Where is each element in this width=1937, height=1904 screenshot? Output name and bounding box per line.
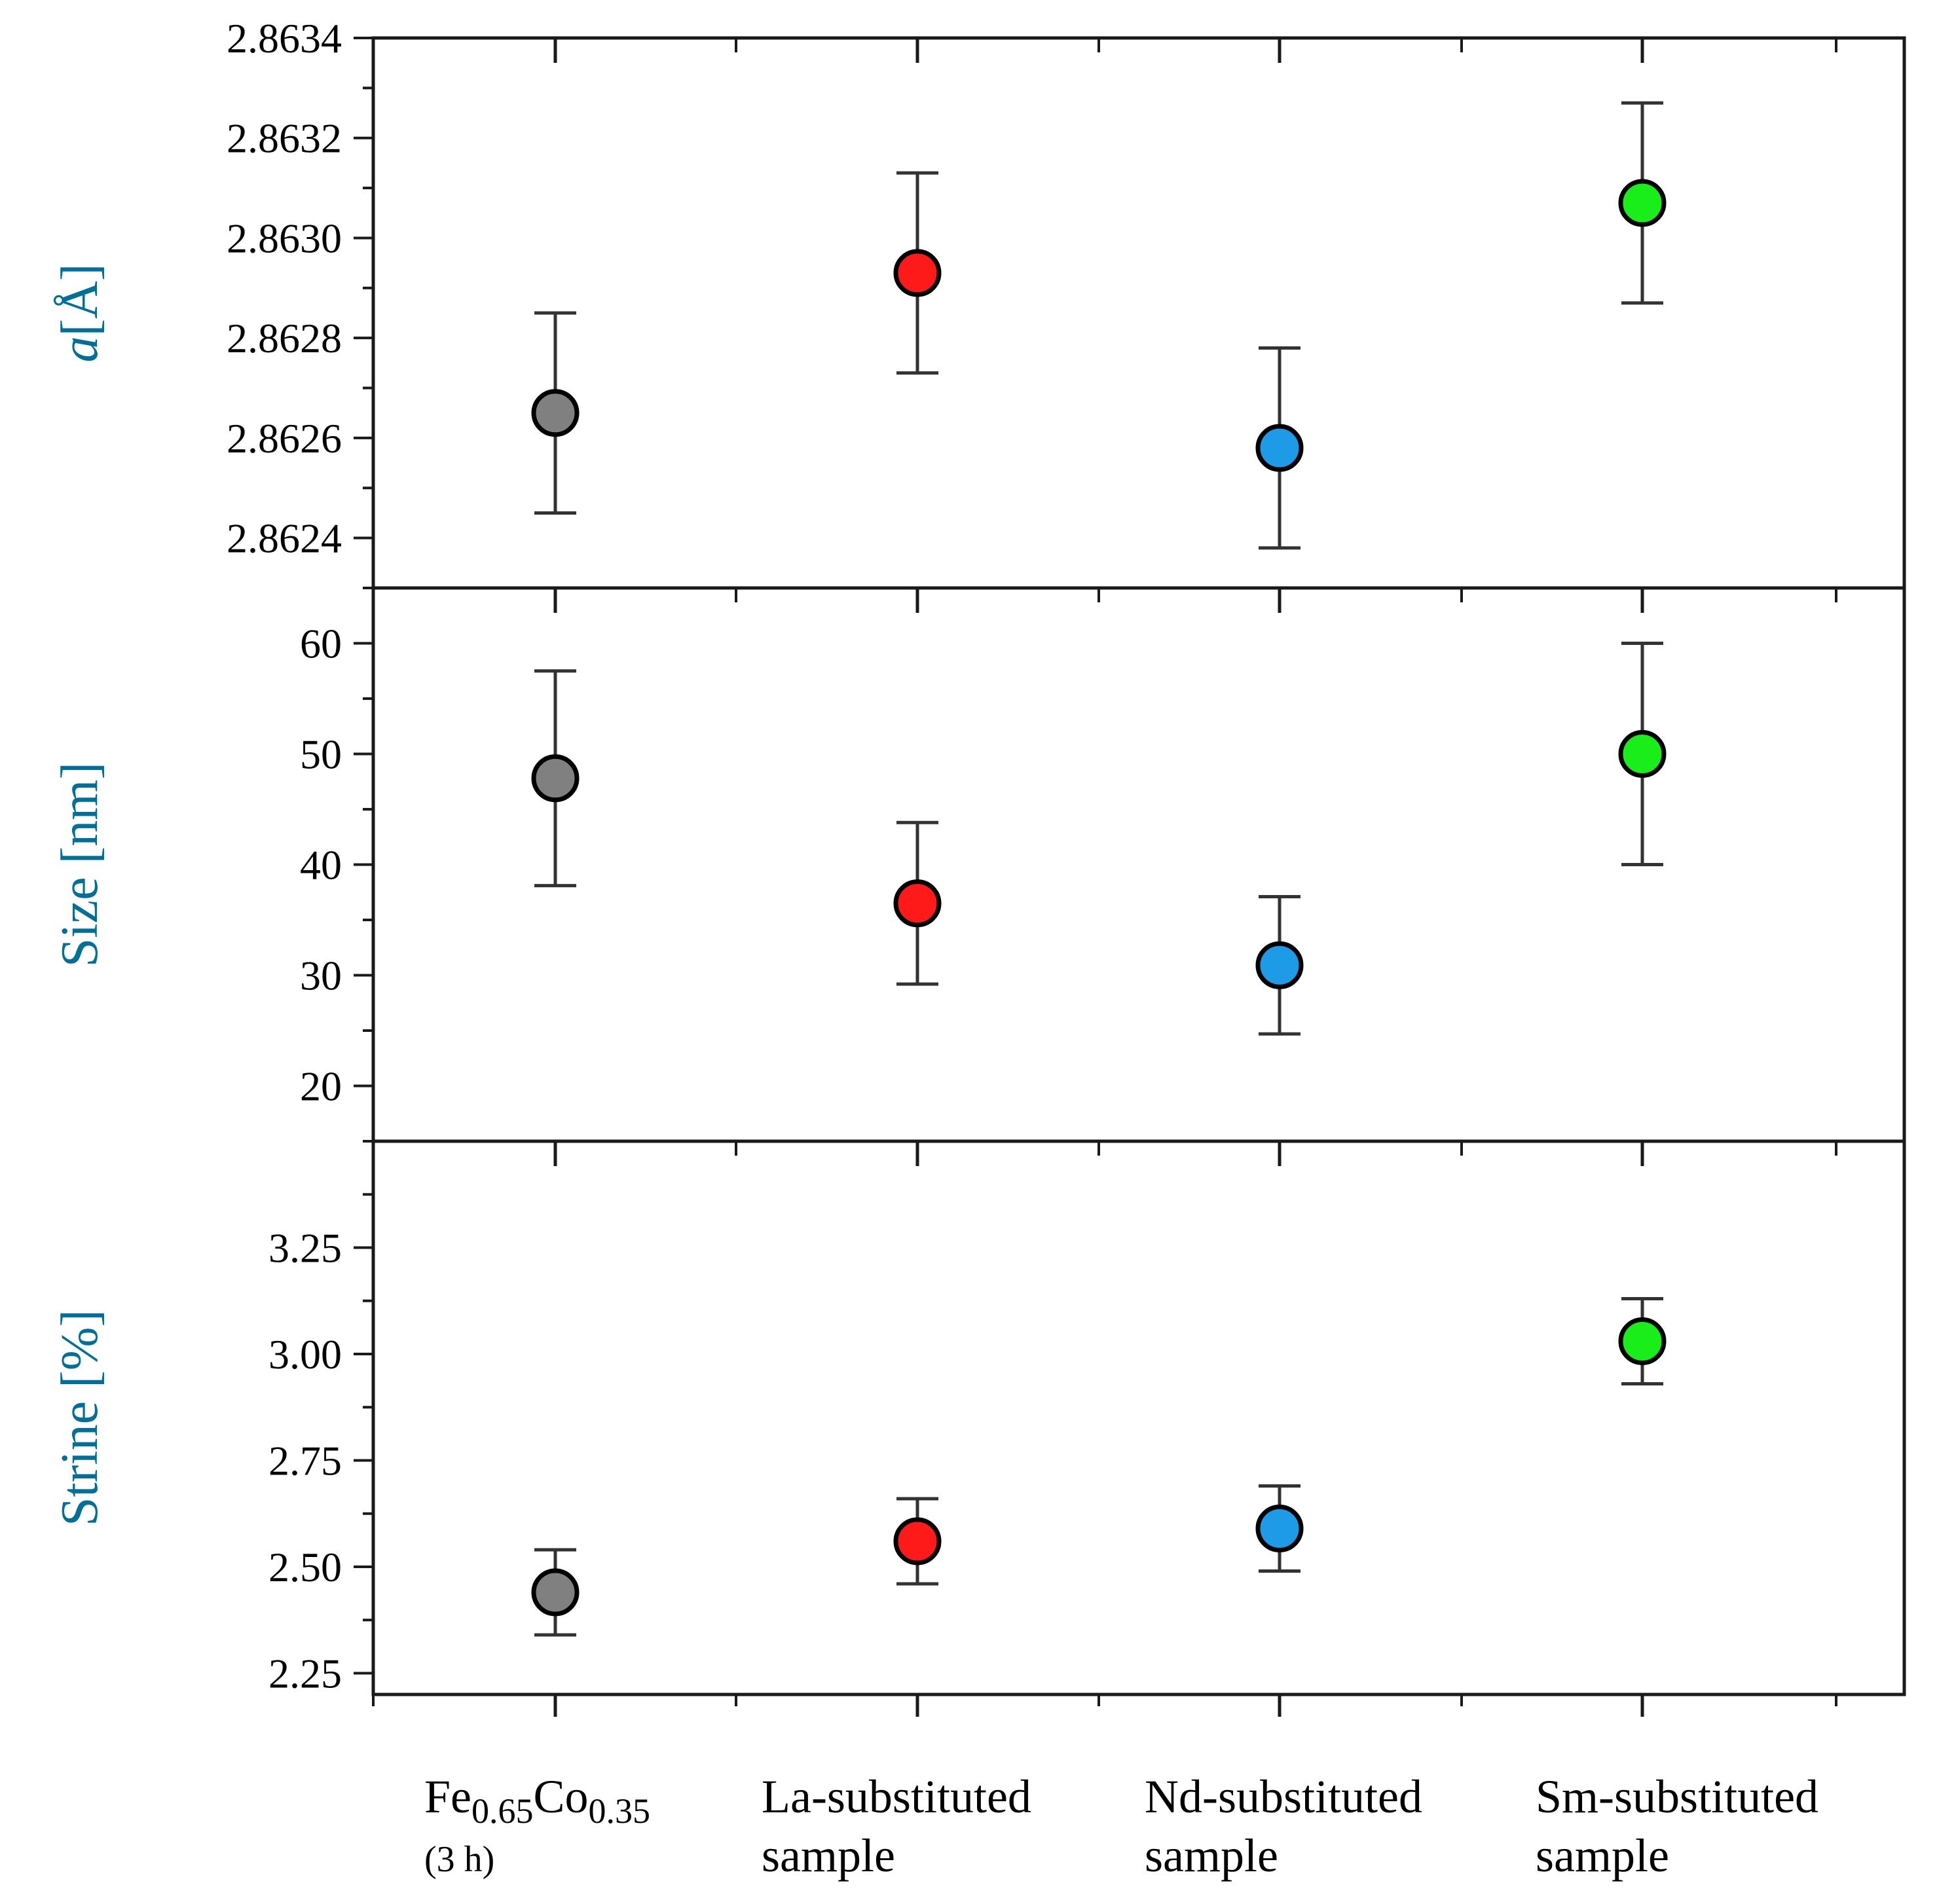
category-label-3-line-1: Nd-substituted xyxy=(1145,1770,1422,1823)
y-tick-label: 2.50 xyxy=(268,1544,342,1590)
category-label-part: 0.65 xyxy=(471,1791,534,1831)
category-label-part: Nd-substituted xyxy=(1145,1770,1422,1823)
category-label-2-line-1: La-substituted xyxy=(762,1770,1031,1823)
category-labels: Fe0.65Co0.35 (3 h) La-substituted sample Nd-… xyxy=(424,1770,1818,1882)
data-point xyxy=(1255,1505,1304,1552)
panel-frames xyxy=(371,36,1906,1696)
data-point xyxy=(1618,179,1667,227)
category-label-part: Sm-substituted xyxy=(1536,1770,1818,1823)
y-tick-label: 2.8626 xyxy=(227,415,342,462)
data-marks xyxy=(531,101,1667,1637)
panel-2-frame xyxy=(371,586,1906,1143)
category-label-1-line-2: (3 h) xyxy=(424,1839,494,1880)
data-point xyxy=(1618,730,1667,778)
y-tick-label: 30 xyxy=(300,953,342,999)
panel-1-frame xyxy=(371,36,1906,590)
axis-titles: a[Å] Size [nm] Strine [%] xyxy=(51,263,109,1526)
y-axis-title-2: Size [nm] xyxy=(51,762,109,967)
category-label-part: sample xyxy=(1536,1829,1669,1882)
data-point xyxy=(893,879,942,928)
y-axis-title-unit: [Å] xyxy=(51,263,109,336)
category-label-3-line-2: sample xyxy=(1145,1829,1278,1882)
data-point xyxy=(893,1517,942,1565)
category-label-2-line-2: sample xyxy=(762,1829,895,1882)
y-axis-title-1: a[Å] xyxy=(51,263,109,362)
y-tick-label: 2.8634 xyxy=(227,15,342,62)
category-label-1-line-1: Fe0.65Co0.35 xyxy=(424,1770,650,1831)
data-point xyxy=(531,1568,580,1617)
category-label-part: La-substituted xyxy=(762,1770,1031,1823)
data-point xyxy=(531,389,580,437)
axis-ticks xyxy=(354,37,1837,1717)
category-label-part: sample xyxy=(1145,1829,1278,1882)
y-tick-label: 3.00 xyxy=(268,1331,342,1378)
category-label-part: sample xyxy=(762,1829,895,1882)
category-label-part: Fe xyxy=(424,1770,471,1823)
category-label-part: (3 h) xyxy=(424,1839,494,1880)
data-point xyxy=(1618,1317,1667,1365)
y-tick-label: 2.8628 xyxy=(227,315,342,361)
category-label-4-line-1: Sm-substituted xyxy=(1536,1770,1818,1823)
y-tick-label: 2.8624 xyxy=(227,515,342,562)
y-tick-label: 2.25 xyxy=(268,1651,342,1697)
y-tick-label: 60 xyxy=(300,621,342,667)
y-axis-title-italic: a xyxy=(51,337,109,363)
data-point xyxy=(1255,424,1304,472)
category-label-4-line-2: sample xyxy=(1536,1829,1669,1882)
tick-labels: 2.8624 2.8626 2.8628 2.8630 2.8632 2.8634 20 30… xyxy=(227,15,342,1697)
y-tick-label: 2.8632 xyxy=(227,115,342,162)
category-label-part: 0.35 xyxy=(589,1791,651,1831)
panel-3-frame xyxy=(371,1139,1906,1696)
data-point xyxy=(893,249,942,297)
category-label-part: Co xyxy=(534,1770,589,1823)
y-axis-title-3: Strine [%] xyxy=(51,1309,109,1526)
data-point xyxy=(531,754,580,803)
y-tick-label: 2.75 xyxy=(268,1438,342,1484)
data-point xyxy=(1255,941,1304,989)
y-tick-label: 20 xyxy=(300,1063,342,1110)
y-tick-label: 50 xyxy=(300,731,342,778)
y-tick-label: 40 xyxy=(300,842,342,888)
y-tick-label: 3.25 xyxy=(268,1225,342,1272)
y-tick-label: 2.8630 xyxy=(227,215,342,261)
